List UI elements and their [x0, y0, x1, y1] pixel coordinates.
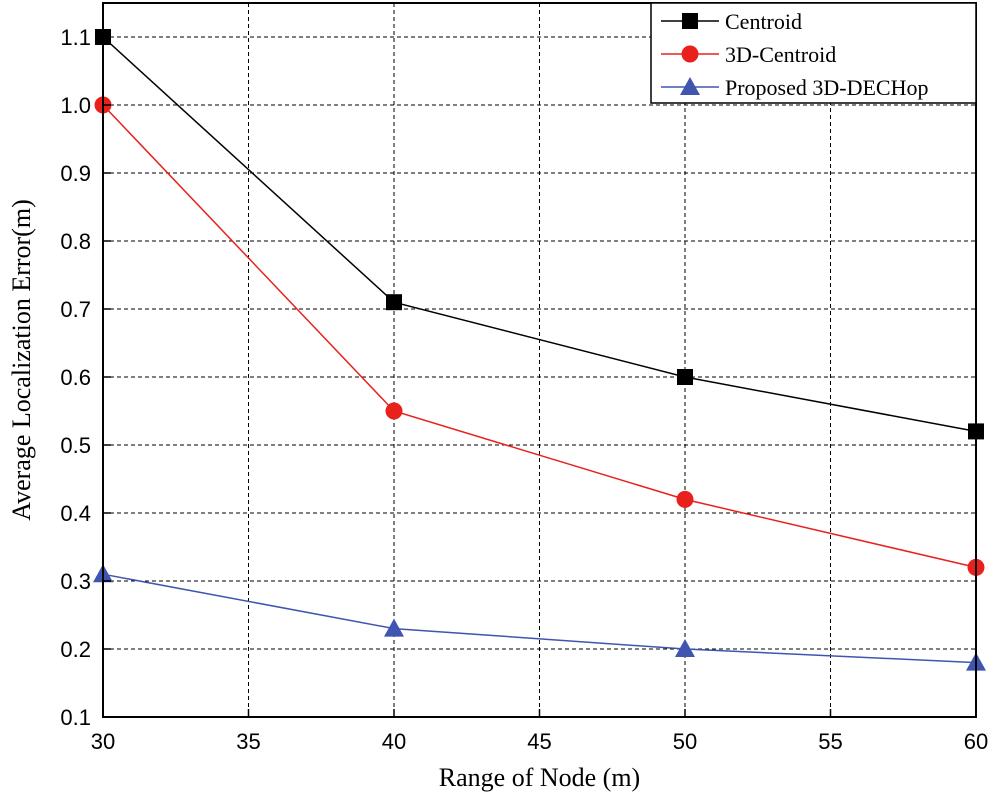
data-point — [676, 490, 694, 508]
tick-labels: 30 35 40 45 50 55 60 0.1 0.2 0.3 0.4 0.5 0.6 0.7 0.8 0.… — [60, 25, 988, 754]
y-tick-label: 0.6 — [60, 365, 91, 390]
legend-marker — [682, 13, 698, 29]
y-tick-label: 0.2 — [60, 637, 91, 662]
grid — [103, 3, 976, 718]
legend-marker — [680, 77, 700, 95]
y-tick-label: 1.1 — [60, 25, 91, 50]
legend-label: 3D-Centroid — [725, 42, 836, 67]
legend-item: Centroid — [661, 9, 802, 34]
series-proposed-3d-dechop — [93, 564, 986, 671]
x-tick-label: 30 — [91, 729, 115, 754]
series-line — [102, 104, 977, 569]
x-tick-label: 55 — [818, 729, 842, 754]
y-tick-label: 0.9 — [60, 161, 91, 186]
legend-label: Centroid — [725, 9, 802, 34]
data-point — [386, 294, 402, 311]
y-tick-label: 0.3 — [60, 569, 91, 594]
legend: Centroid 3D-Centroid Proposed 3D-DECHop — [650, 2, 977, 104]
legend-item: Proposed 3D-DECHop — [661, 75, 929, 100]
data-point — [385, 402, 403, 420]
y-tick-label: 1.0 — [60, 93, 91, 118]
series-centroid — [95, 29, 984, 440]
legend-item: 3D-Centroid — [661, 42, 836, 67]
legend-label: Proposed 3D-DECHop — [725, 75, 929, 100]
y-tick-label: 0.5 — [60, 433, 91, 458]
y-tick-label: 0.7 — [60, 297, 91, 322]
y-axis-title: Average Localization Error(m) — [7, 199, 36, 520]
x-tick-label: 40 — [382, 729, 406, 754]
x-axis-title: Range of Node (m) — [439, 763, 640, 792]
x-tick-label: 45 — [527, 729, 551, 754]
x-tick-label: 35 — [236, 729, 260, 754]
legend-marker — [681, 45, 699, 63]
data-point — [384, 618, 404, 637]
x-tick-label: 60 — [964, 729, 988, 754]
data-point — [675, 639, 695, 657]
x-tick-label: 50 — [673, 729, 697, 754]
series-line — [102, 36, 977, 433]
y-tick-label: 0.1 — [60, 705, 91, 730]
series-group — [93, 29, 986, 671]
data-point — [677, 369, 693, 385]
series-line — [102, 573, 977, 664]
y-tick-label: 0.4 — [60, 501, 91, 526]
y-tick-label: 0.8 — [60, 229, 91, 254]
